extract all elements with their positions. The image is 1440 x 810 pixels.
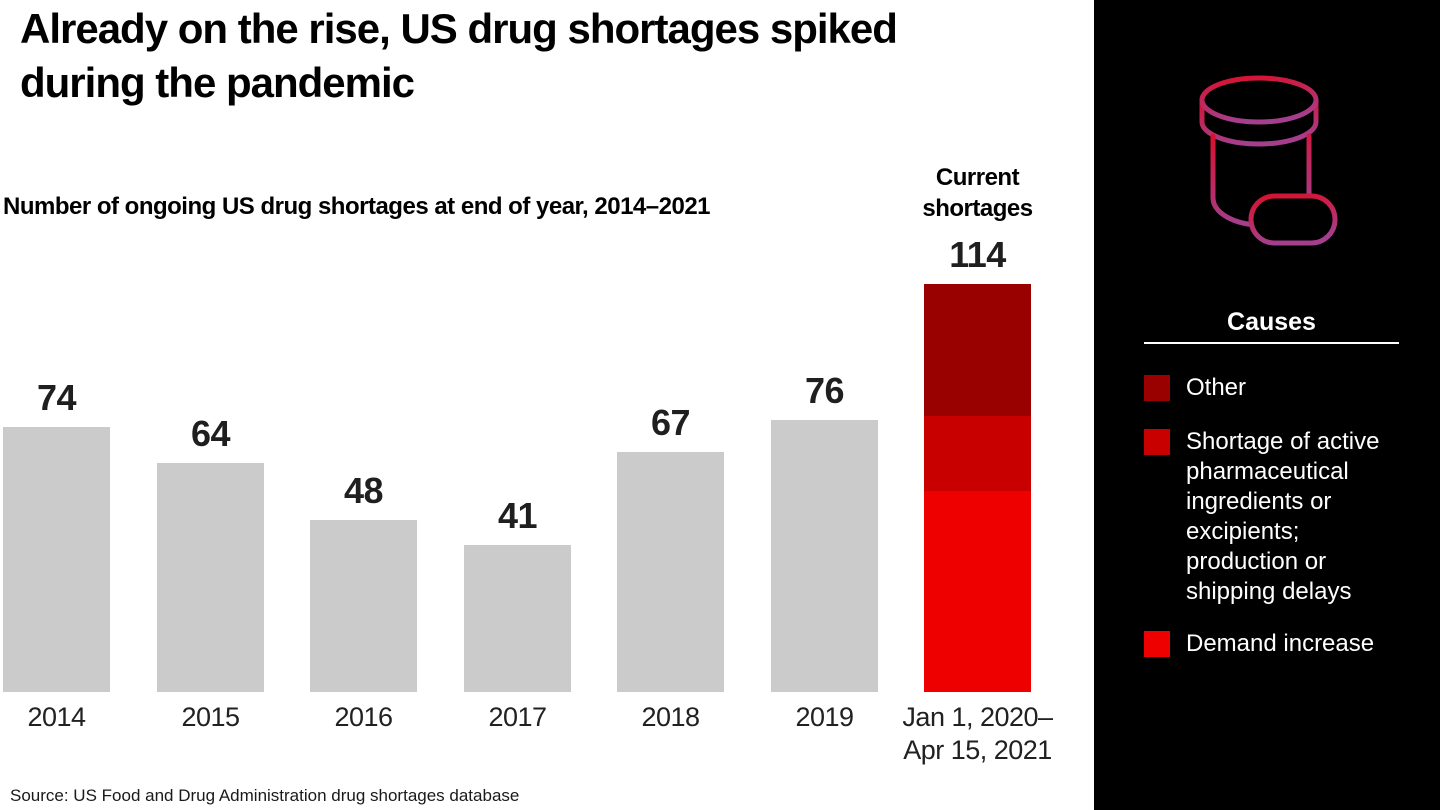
current-shortages-header: Current shortages [922, 164, 1033, 222]
bottle-cap-top [1199, 75, 1319, 125]
legend-item-demand-increase: Demand increase [1144, 630, 1406, 661]
legend-label-demand-increase: Demand increase [1186, 630, 1375, 657]
bar-2018 [617, 452, 724, 692]
x-axis-label: 2018 [641, 702, 700, 732]
legend-label-other: Other [1186, 374, 1247, 401]
bar-value-label: 76 [804, 370, 845, 411]
bar-value-label: 114 [949, 234, 1006, 275]
x-axis-label: 2014 [27, 702, 86, 732]
bar-value-label: 67 [650, 402, 691, 443]
bar-2019 [771, 420, 878, 692]
legend-divider [1144, 342, 1399, 344]
stack-segment-other [924, 284, 1031, 416]
legend-item-other: Other [1144, 374, 1406, 405]
causes-panel: Causes Other Shortage of active pharmace… [1094, 0, 1440, 810]
bar-2017 [464, 545, 571, 692]
bar-chart: 74 2014 64 2015 48 2016 41 2017 67 2018 76 2019 114 J… [3, 0, 1088, 810]
x-axis-label: 2019 [795, 702, 854, 732]
x-axis-label: 2016 [334, 702, 393, 732]
legend-item-api-shortage: Shortage of active pharmaceutical ingred… [1144, 428, 1406, 609]
bar-2014 [3, 427, 110, 692]
x-axis-label: 2015 [181, 702, 240, 732]
source-attribution: Source: US Food and Drug Administration … [10, 786, 520, 805]
bar-2015 [157, 463, 264, 692]
legend-label-api-shortage: Shortage of active pharmaceutical ingred… [1186, 428, 1380, 605]
x-axis-label: 2017 [488, 702, 547, 732]
stacked-bar-current-shortages [924, 284, 1031, 692]
bar-value-label: 74 [36, 377, 77, 418]
legend-swatch-other [1144, 375, 1170, 401]
bar-value-label: 48 [343, 470, 384, 511]
bottle-cap-rim [1199, 97, 1319, 147]
bar-value-label: 41 [497, 495, 538, 536]
bar-value-label: 64 [190, 413, 231, 454]
chart-title: Already on the rise, US drug shortages s… [20, 5, 898, 106]
bar-2016 [310, 520, 417, 692]
stack-segment-shortage-of [924, 416, 1031, 491]
legend-swatch-api-shortage [1144, 429, 1170, 455]
legend-swatch-demand-increase [1144, 631, 1170, 657]
chart-subtitle: Number of ongoing US drug shortages at e… [3, 193, 711, 220]
pill-bottle-icon [1199, 75, 1338, 246]
legend-title: Causes [1227, 308, 1316, 336]
x-axis-label: Jan 1, 2020– Apr 15, 2021 [902, 702, 1053, 765]
stack-segment-demand-increase [924, 491, 1031, 692]
